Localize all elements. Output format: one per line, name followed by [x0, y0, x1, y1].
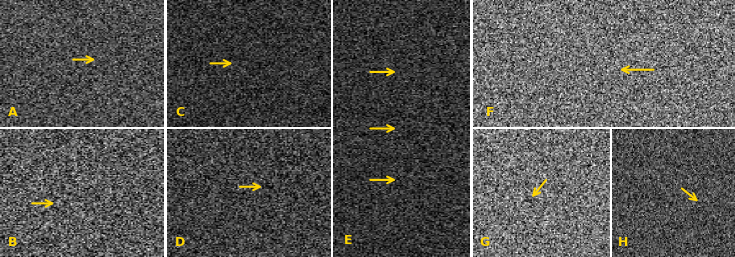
Text: B: B: [8, 236, 18, 249]
Text: A: A: [8, 106, 18, 119]
Text: C: C: [175, 106, 184, 119]
Text: F: F: [486, 106, 495, 119]
Text: G: G: [480, 236, 490, 249]
Text: H: H: [618, 236, 628, 249]
Text: E: E: [344, 234, 353, 247]
Text: D: D: [175, 236, 185, 249]
